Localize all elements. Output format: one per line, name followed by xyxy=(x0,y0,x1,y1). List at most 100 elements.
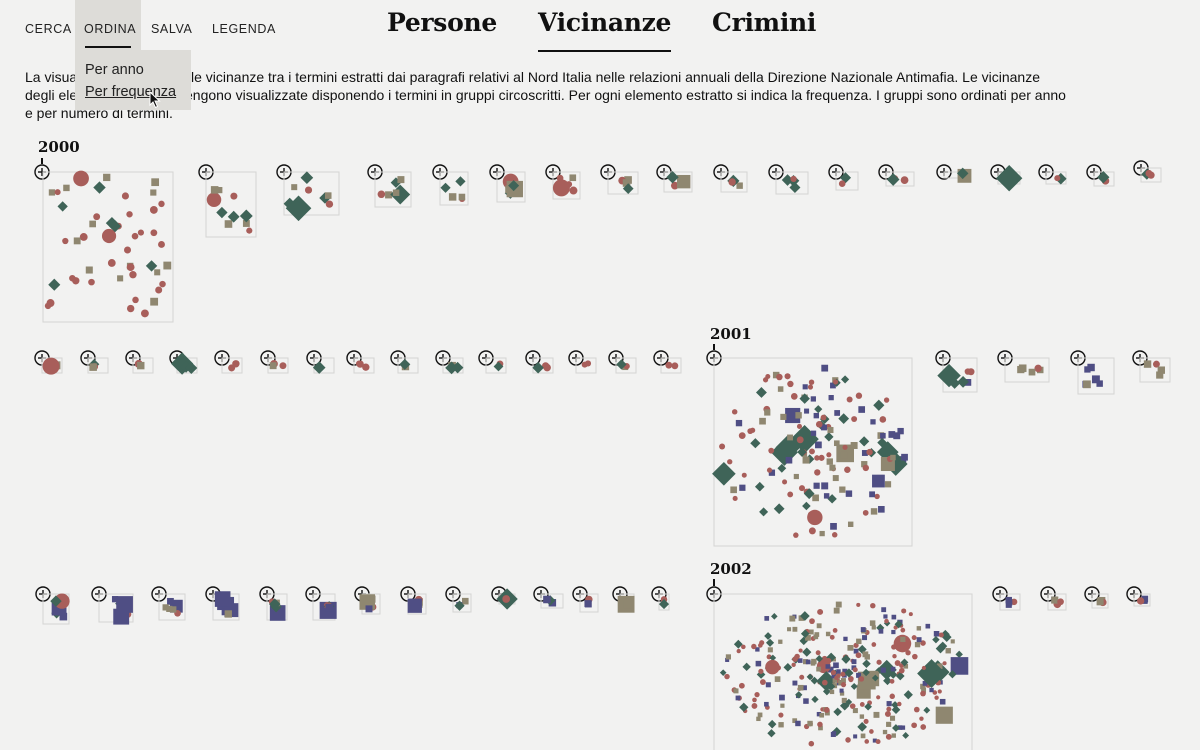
term-mark-place xyxy=(802,456,810,464)
term-mark-person xyxy=(808,527,816,535)
tab-vicinanze-label: Vicinanze xyxy=(538,8,672,37)
term-mark-place xyxy=(89,363,97,371)
term-cluster xyxy=(999,593,1021,611)
term-mark-person xyxy=(862,464,870,472)
term-mark-crime xyxy=(755,387,767,398)
term-cluster xyxy=(540,593,564,609)
nav-salva[interactable]: SALVA xyxy=(151,22,193,36)
term-mark-place xyxy=(869,491,876,498)
term-mark-crime xyxy=(773,503,785,515)
term-mark-crime xyxy=(712,461,736,486)
term-mark-place xyxy=(810,661,816,666)
term-mark-person xyxy=(752,697,757,703)
term-mark-person xyxy=(937,689,942,694)
cluster-bounding-box xyxy=(205,171,257,238)
term-mark-person xyxy=(581,361,588,368)
term-mark-place xyxy=(805,659,811,665)
term-cluster xyxy=(496,171,526,203)
term-mark-person xyxy=(150,229,158,237)
term-mark-crime xyxy=(616,359,627,370)
term-mark-crime xyxy=(938,641,948,651)
term-mark-place xyxy=(117,275,124,282)
term-mark-person xyxy=(569,186,578,195)
term-mark-person xyxy=(784,373,791,380)
term-mark-place xyxy=(154,269,161,276)
term-cluster xyxy=(98,593,134,625)
cluster-bounding-box xyxy=(885,171,915,187)
term-mark-person xyxy=(129,271,137,279)
term-mark-person xyxy=(823,707,830,713)
nav-cerca[interactable]: CERCA xyxy=(25,22,72,36)
term-mark-person xyxy=(137,229,144,236)
term-mark-place xyxy=(891,614,897,620)
term-mark-crime xyxy=(932,635,940,644)
term-mark-person xyxy=(967,368,975,376)
term-mark-person xyxy=(826,452,832,458)
term-mark-person xyxy=(42,357,60,375)
term-cluster xyxy=(1077,357,1115,395)
intro-line-2-rest: engono visualizzate disponendo i termini… xyxy=(185,87,1066,103)
term-mark-person xyxy=(815,420,823,428)
term-mark-crime xyxy=(108,220,122,233)
term-mark-person xyxy=(738,682,745,689)
term-mark-place xyxy=(839,691,845,696)
term-mark-place xyxy=(725,654,732,660)
term-cluster xyxy=(885,171,915,187)
term-mark-person xyxy=(741,644,746,650)
term-mark-place xyxy=(778,639,783,644)
term-mark-place xyxy=(365,605,373,613)
term-mark-place xyxy=(873,711,880,718)
term-mark-place xyxy=(756,716,761,722)
term-mark-person xyxy=(809,618,815,625)
term-mark-crime xyxy=(841,654,851,664)
term-mark-crime xyxy=(871,674,879,682)
term-mark-person xyxy=(863,718,869,724)
cluster-bounding-box xyxy=(1047,593,1067,611)
term-mark-place xyxy=(768,469,776,476)
nav-legenda[interactable]: LEGENDA xyxy=(212,22,276,36)
term-cluster xyxy=(658,593,670,611)
intro-line-1-start: La visua xyxy=(25,69,78,85)
term-cluster xyxy=(713,593,973,750)
term-mark-person xyxy=(791,662,796,668)
term-mark-person xyxy=(876,659,882,665)
term-mark-place xyxy=(841,697,847,703)
term-mark-crime xyxy=(767,719,777,729)
term-mark-person xyxy=(807,509,823,526)
cluster-bounding-box xyxy=(1077,357,1115,395)
term-mark-person xyxy=(908,612,913,617)
term-mark-place xyxy=(876,474,884,482)
term-mark-crime xyxy=(493,361,504,372)
term-mark-person xyxy=(790,393,798,400)
term-mark-person xyxy=(565,181,573,188)
term-mark-place xyxy=(785,456,793,464)
tab-vicinanze[interactable]: Vicinanze xyxy=(538,8,672,52)
term-mark-place xyxy=(843,636,848,642)
term-mark-place xyxy=(385,191,393,199)
term-mark-place xyxy=(448,193,457,201)
term-mark-place xyxy=(1051,596,1059,604)
term-mark-person xyxy=(124,246,132,254)
cluster-bounding-box xyxy=(999,593,1021,611)
term-mark-crime xyxy=(795,691,803,699)
cluster-bounding-box xyxy=(1139,357,1171,383)
term-mark-place xyxy=(214,591,231,607)
term-mark-place xyxy=(897,427,904,435)
dropdown-per-anno[interactable]: Per anno xyxy=(85,62,144,78)
nav-ordina[interactable]: ORDINA xyxy=(75,0,141,50)
term-cluster xyxy=(42,170,174,323)
term-mark-person xyxy=(830,669,837,676)
term-mark-person xyxy=(502,595,511,603)
term-mark-person xyxy=(814,469,821,476)
term-mark-person xyxy=(879,416,887,423)
term-mark-place xyxy=(242,220,250,227)
term-mark-crime xyxy=(185,361,198,375)
term-mark-crime xyxy=(826,682,836,691)
term-mark-person xyxy=(889,678,895,684)
tab-crimini[interactable]: Crimini xyxy=(712,8,817,37)
term-mark-place xyxy=(89,220,97,228)
term-mark-person xyxy=(749,427,756,433)
term-mark-person xyxy=(356,360,364,368)
term-mark-place xyxy=(739,484,746,491)
tab-persone[interactable]: Persone xyxy=(387,8,497,37)
